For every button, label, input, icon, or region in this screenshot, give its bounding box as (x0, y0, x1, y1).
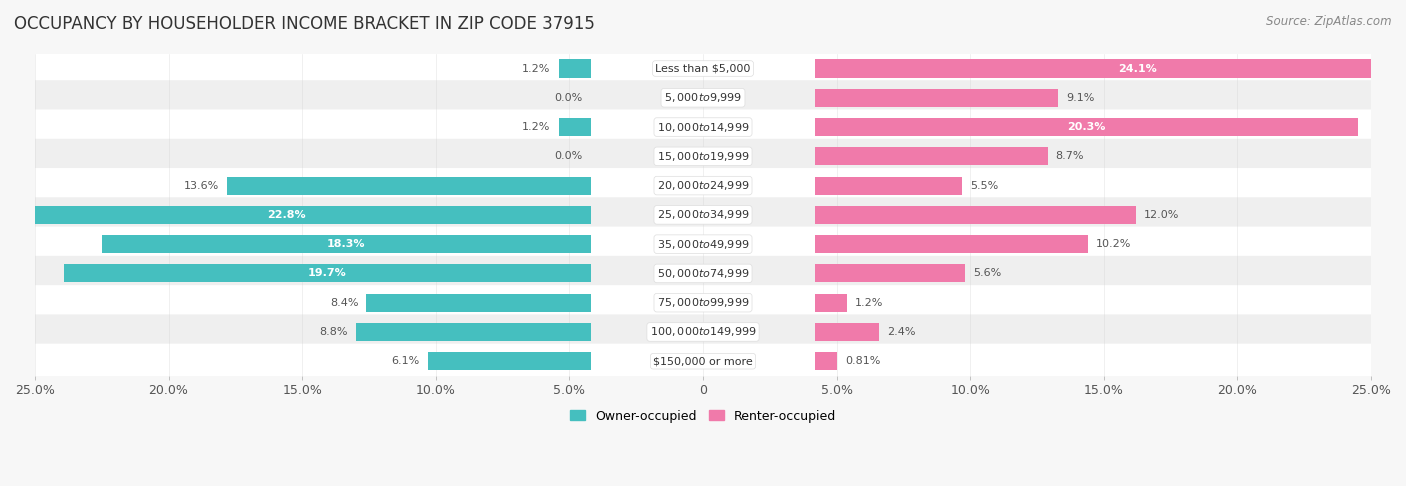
FancyBboxPatch shape (24, 197, 1382, 232)
Text: 12.0%: 12.0% (1144, 210, 1180, 220)
FancyBboxPatch shape (24, 314, 1382, 349)
Text: 5.6%: 5.6% (973, 268, 1001, 278)
Text: 8.8%: 8.8% (319, 327, 347, 337)
Text: 0.0%: 0.0% (554, 151, 582, 161)
Text: OCCUPANCY BY HOUSEHOLDER INCOME BRACKET IN ZIP CODE 37915: OCCUPANCY BY HOUSEHOLDER INCOME BRACKET … (14, 15, 595, 33)
FancyBboxPatch shape (24, 168, 1382, 203)
Bar (815, 352, 837, 370)
Bar (0, 206, 591, 224)
Text: $15,000 to $19,999: $15,000 to $19,999 (657, 150, 749, 163)
Text: 5.5%: 5.5% (970, 181, 998, 191)
Bar (815, 206, 1136, 224)
Bar (65, 264, 591, 282)
Bar (558, 59, 591, 78)
FancyBboxPatch shape (24, 51, 1382, 86)
Text: 22.8%: 22.8% (267, 210, 305, 220)
Bar (558, 118, 591, 136)
Text: 8.7%: 8.7% (1056, 151, 1084, 161)
Text: 1.2%: 1.2% (855, 298, 884, 308)
Text: $5,000 to $9,999: $5,000 to $9,999 (664, 91, 742, 104)
FancyBboxPatch shape (24, 344, 1382, 379)
Bar (356, 323, 591, 341)
Text: 8.4%: 8.4% (330, 298, 359, 308)
FancyBboxPatch shape (24, 109, 1382, 145)
Text: 24.1%: 24.1% (1118, 64, 1157, 73)
Text: $10,000 to $14,999: $10,000 to $14,999 (657, 121, 749, 134)
Bar (101, 235, 591, 253)
Bar (367, 294, 591, 312)
Text: Source: ZipAtlas.com: Source: ZipAtlas.com (1267, 15, 1392, 28)
Bar (815, 264, 965, 282)
FancyBboxPatch shape (24, 80, 1382, 115)
Text: 18.3%: 18.3% (328, 239, 366, 249)
Bar (815, 59, 1406, 78)
Text: $20,000 to $24,999: $20,000 to $24,999 (657, 179, 749, 192)
Text: $100,000 to $149,999: $100,000 to $149,999 (650, 326, 756, 338)
Bar (815, 147, 1047, 165)
FancyBboxPatch shape (24, 256, 1382, 291)
Bar (815, 323, 879, 341)
FancyBboxPatch shape (24, 139, 1382, 174)
Bar (815, 176, 962, 195)
Bar (228, 176, 591, 195)
Bar (815, 89, 1059, 107)
Text: 13.6%: 13.6% (184, 181, 219, 191)
FancyBboxPatch shape (24, 226, 1382, 261)
Text: $25,000 to $34,999: $25,000 to $34,999 (657, 208, 749, 222)
Text: 6.1%: 6.1% (391, 356, 420, 366)
Bar (427, 352, 591, 370)
Text: 19.7%: 19.7% (308, 268, 347, 278)
Text: 10.2%: 10.2% (1095, 239, 1132, 249)
Bar (815, 294, 848, 312)
Text: 9.1%: 9.1% (1066, 93, 1095, 103)
Text: 0.0%: 0.0% (554, 93, 582, 103)
Text: $50,000 to $74,999: $50,000 to $74,999 (657, 267, 749, 280)
Bar (815, 118, 1358, 136)
Text: $75,000 to $99,999: $75,000 to $99,999 (657, 296, 749, 309)
FancyBboxPatch shape (24, 285, 1382, 320)
Text: $150,000 or more: $150,000 or more (654, 356, 752, 366)
Text: 2.4%: 2.4% (887, 327, 915, 337)
Text: 20.3%: 20.3% (1067, 122, 1105, 132)
Text: 1.2%: 1.2% (522, 122, 551, 132)
Text: Less than $5,000: Less than $5,000 (655, 64, 751, 73)
Bar (815, 235, 1088, 253)
Text: $35,000 to $49,999: $35,000 to $49,999 (657, 238, 749, 251)
Text: 0.81%: 0.81% (845, 356, 880, 366)
Text: 1.2%: 1.2% (522, 64, 551, 73)
Legend: Owner-occupied, Renter-occupied: Owner-occupied, Renter-occupied (565, 404, 841, 428)
